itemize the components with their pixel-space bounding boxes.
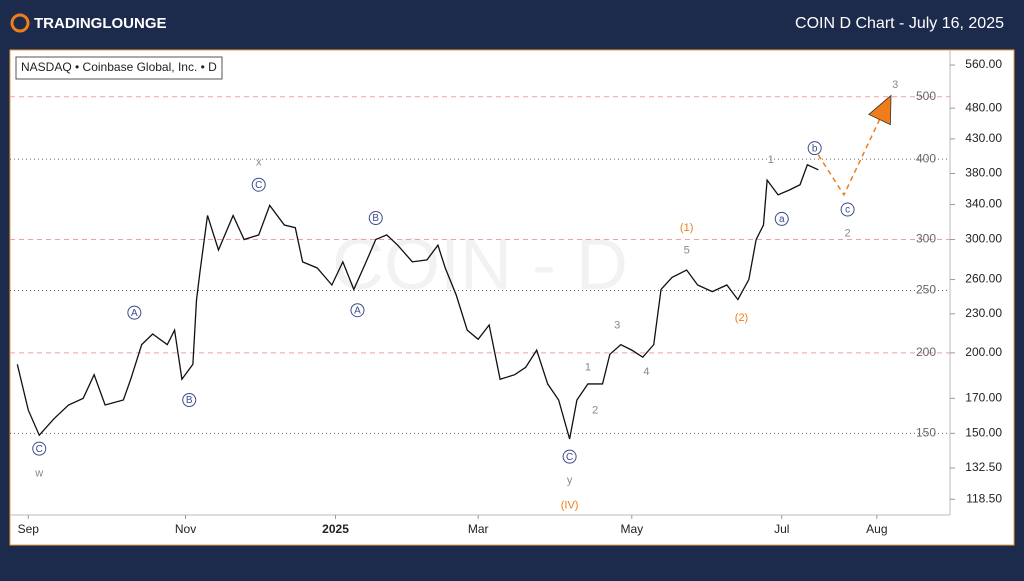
legend-text: NASDAQ • Coinbase Global, Inc. • D [21, 60, 217, 74]
y-tick-label: 340.00 [965, 197, 1002, 211]
wave-label: 3 [892, 79, 898, 91]
wave-label: 2 [845, 228, 851, 240]
y-tick-label: 430.00 [965, 131, 1002, 145]
y-tick-label: 118.50 [966, 491, 1002, 505]
wave-label: 5 [684, 244, 690, 256]
wave-label: C [566, 452, 573, 463]
x-tick-label: Jul [774, 522, 789, 536]
wave-label: 3 [614, 319, 620, 331]
y-tick-label: 230.00 [965, 306, 1002, 320]
x-tick-label: 2025 [322, 522, 349, 536]
x-tick-label: Nov [175, 522, 196, 536]
level-label: 300 [916, 232, 936, 246]
wave-label: B [372, 213, 379, 224]
projection-line [817, 109, 885, 197]
legend-box [15, 56, 223, 80]
y-tick-label: 380.00 [965, 166, 1002, 180]
wave-circle [368, 211, 383, 226]
logo-text: TRADINGLOUNGE [34, 15, 167, 32]
wave-label: (IV) [561, 500, 579, 512]
wave-label: (1) [680, 222, 693, 234]
wave-label: A [354, 305, 361, 316]
level-label: 400 [916, 151, 936, 165]
wave-label: y [567, 474, 573, 486]
wave-label: x [256, 156, 262, 168]
x-tick-label: Mar [468, 522, 489, 536]
x-tick-label: May [620, 522, 643, 536]
y-tick-label: 480.00 [965, 100, 1002, 114]
wave-label: 4 [643, 366, 649, 378]
level-label: 250 [916, 283, 936, 297]
level-label: 200 [916, 345, 936, 359]
wave-circle [32, 441, 47, 456]
x-tick-label: Aug [866, 522, 887, 536]
y-tick-label: 150.00 [965, 426, 1002, 440]
price-line [16, 163, 819, 440]
wave-circle [840, 202, 855, 217]
wave-label: 2 [592, 405, 598, 417]
wave-label: B [186, 395, 193, 406]
wave-circle [127, 305, 142, 320]
wave-label: 1 [768, 154, 774, 166]
arrow-head [868, 94, 892, 126]
page-title: COIN D Chart - July 16, 2025 [795, 15, 1004, 32]
wave-label: 1 [585, 362, 591, 374]
watermark: COIN - D [332, 225, 628, 305]
wave-circle [350, 303, 365, 318]
y-tick-label: 300.00 [965, 232, 1002, 246]
wave-label: a [779, 214, 785, 225]
wave-label: (2) [735, 312, 748, 324]
wave-circle [562, 449, 577, 464]
y-tick-label: 560.00 [965, 57, 1002, 71]
wave-label: C [255, 180, 262, 191]
wave-label: C [36, 444, 43, 455]
chart-panel [9, 49, 1015, 546]
x-tick-label: Sep [18, 522, 40, 536]
wave-label: b [812, 143, 818, 154]
y-tick-label: 132.50 [965, 460, 1002, 474]
wave-label: c [845, 205, 850, 216]
y-tick-label: 200.00 [965, 345, 1002, 359]
level-label: 500 [916, 89, 936, 103]
wave-circle [774, 211, 789, 226]
wave-circle [807, 141, 822, 156]
y-tick-label: 260.00 [965, 272, 1002, 286]
logo-icon [10, 13, 30, 33]
wave-label: A [131, 308, 138, 319]
level-label: 150 [916, 426, 936, 440]
logo: TRADINGLOUNGE [10, 13, 167, 33]
wave-label: w [34, 468, 43, 480]
wave-circle [251, 177, 266, 192]
y-tick-label: 170.00 [965, 391, 1002, 405]
wave-circle [182, 392, 197, 407]
